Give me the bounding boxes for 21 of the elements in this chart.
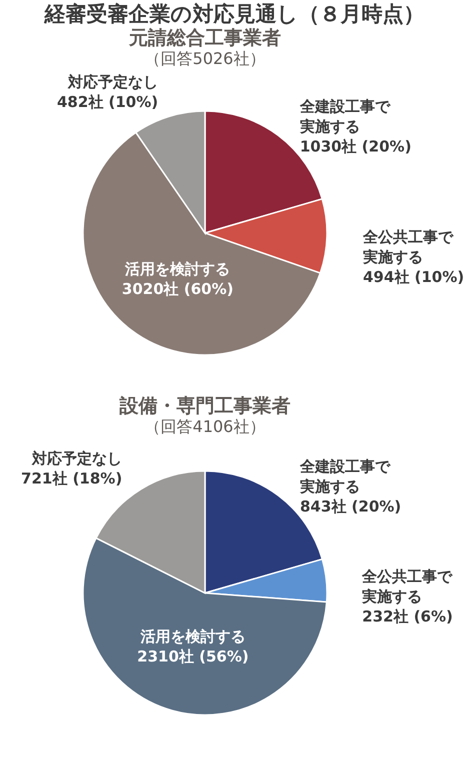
- slice-label: 対応予定なし: [31, 449, 122, 468]
- text: 経審受審企業の対応見通し（８月時点）: [44, 2, 425, 26]
- data-label: 3020社 (60%): [122, 280, 234, 298]
- slice-label: 全建設工事で実施する: [298, 458, 391, 496]
- slice-label: 対応予定なし: [67, 73, 158, 92]
- slice-label: 活用を検討する: [124, 260, 230, 278]
- data-label: 721社 (18%): [21, 469, 122, 488]
- data-label: 482社 (10%): [56, 93, 158, 112]
- chart-subtitle: （回答4106社）: [144, 417, 266, 436]
- data-label: 1030社 (20%): [300, 138, 412, 156]
- slice-label: 全公共工事で実施する: [361, 568, 454, 606]
- chart-title: 設備・専門工事業者: [118, 395, 290, 417]
- data-label: 843社 (20%): [300, 498, 402, 516]
- chart-title: 元請総合工事業者: [128, 27, 281, 50]
- slice-label: 全公共工事で実施する: [362, 228, 454, 266]
- data-label: 494社 (10%): [362, 268, 464, 286]
- chart-subtitle: （回答5026社）: [144, 49, 266, 68]
- data-label: 232社 (6%): [362, 608, 453, 626]
- slice-label: 活用を検討する: [139, 627, 246, 646]
- slice-label: 全建設工事で実施する: [298, 98, 391, 136]
- data-label: 2310社 (56%): [137, 647, 249, 666]
